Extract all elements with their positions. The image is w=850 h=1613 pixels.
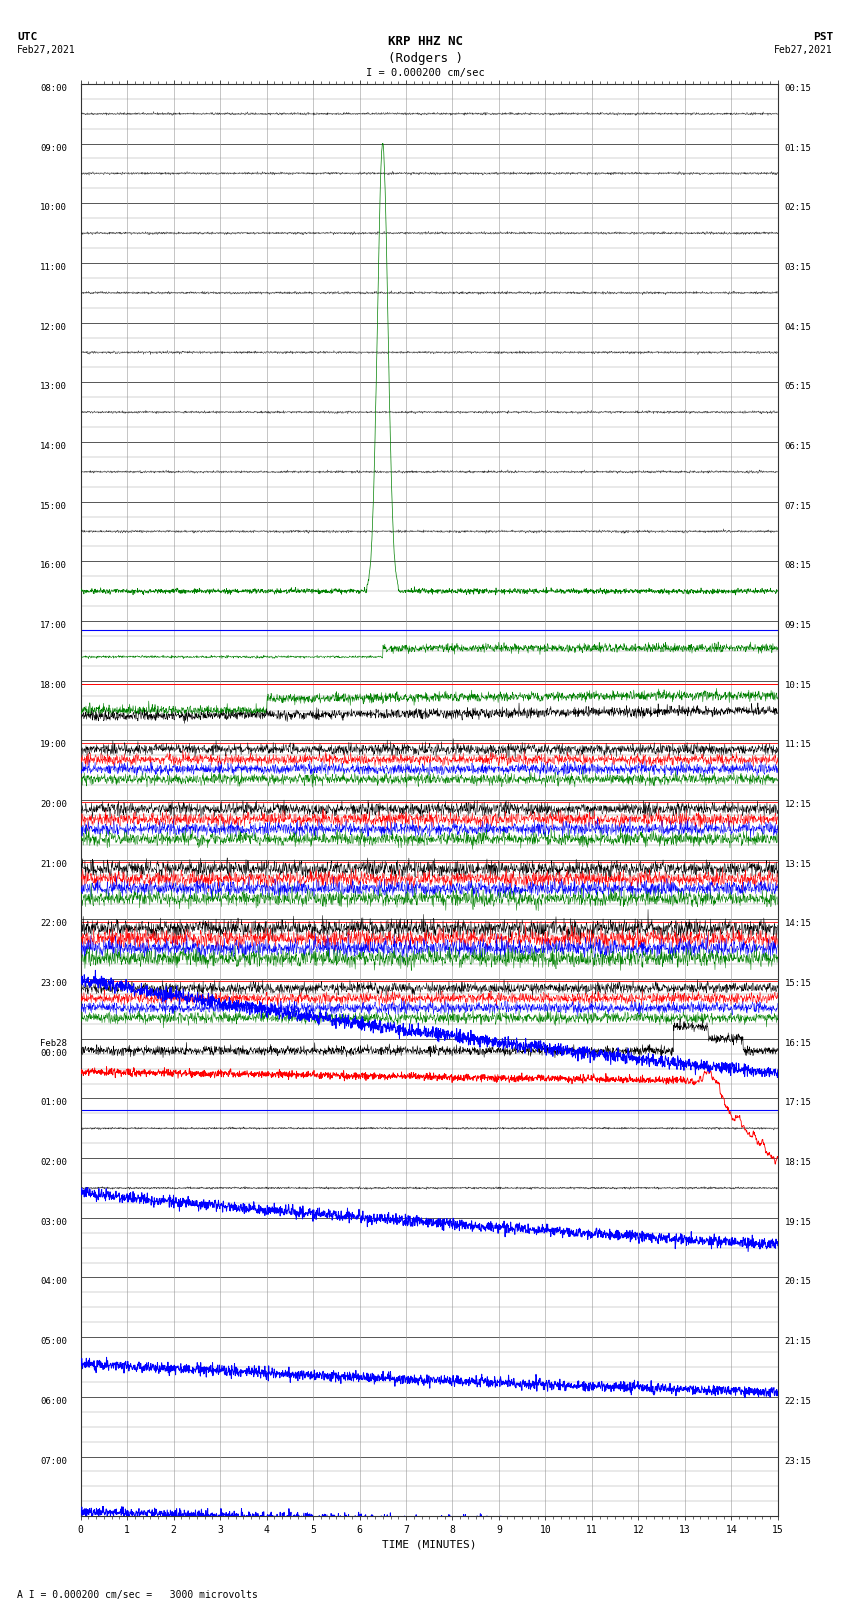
Text: 20:15: 20:15: [785, 1277, 812, 1287]
Text: 15:00: 15:00: [40, 502, 67, 511]
Text: Feb28
00:00: Feb28 00:00: [40, 1039, 67, 1058]
Text: 22:15: 22:15: [785, 1397, 812, 1407]
Text: 14:00: 14:00: [40, 442, 67, 452]
Text: 15:15: 15:15: [785, 979, 812, 989]
Text: 09:00: 09:00: [40, 144, 67, 153]
Text: 03:15: 03:15: [785, 263, 812, 273]
Text: 12:15: 12:15: [785, 800, 812, 810]
Text: 05:00: 05:00: [40, 1337, 67, 1347]
Text: 22:00: 22:00: [40, 919, 67, 929]
Text: UTC: UTC: [17, 32, 37, 42]
Text: 23:00: 23:00: [40, 979, 67, 989]
Text: 21:15: 21:15: [785, 1337, 812, 1347]
Text: (Rodgers ): (Rodgers ): [388, 52, 462, 65]
Text: 17:00: 17:00: [40, 621, 67, 631]
Text: 07:00: 07:00: [40, 1457, 67, 1466]
Text: 13:15: 13:15: [785, 860, 812, 869]
Text: 04:15: 04:15: [785, 323, 812, 332]
Text: 06:15: 06:15: [785, 442, 812, 452]
Text: KRP HHZ NC: KRP HHZ NC: [388, 35, 462, 48]
Text: Feb27,2021: Feb27,2021: [17, 45, 76, 55]
Text: 18:00: 18:00: [40, 681, 67, 690]
Text: 19:15: 19:15: [785, 1218, 812, 1227]
Text: PST: PST: [813, 32, 833, 42]
Text: 20:00: 20:00: [40, 800, 67, 810]
Text: 07:15: 07:15: [785, 502, 812, 511]
Text: 10:15: 10:15: [785, 681, 812, 690]
Text: I = 0.000200 cm/sec: I = 0.000200 cm/sec: [366, 68, 484, 77]
Text: A I = 0.000200 cm/sec =   3000 microvolts: A I = 0.000200 cm/sec = 3000 microvolts: [17, 1590, 258, 1600]
Text: 02:00: 02:00: [40, 1158, 67, 1168]
Text: 17:15: 17:15: [785, 1098, 812, 1108]
Text: 11:15: 11:15: [785, 740, 812, 750]
Text: 08:15: 08:15: [785, 561, 812, 571]
Text: 11:00: 11:00: [40, 263, 67, 273]
Text: 14:15: 14:15: [785, 919, 812, 929]
Text: Feb27,2021: Feb27,2021: [774, 45, 833, 55]
Text: 19:00: 19:00: [40, 740, 67, 750]
Text: 03:00: 03:00: [40, 1218, 67, 1227]
Text: 06:00: 06:00: [40, 1397, 67, 1407]
Text: 16:00: 16:00: [40, 561, 67, 571]
Text: 12:00: 12:00: [40, 323, 67, 332]
Text: 23:15: 23:15: [785, 1457, 812, 1466]
Text: 18:15: 18:15: [785, 1158, 812, 1168]
Text: 16:15: 16:15: [785, 1039, 812, 1048]
Text: 04:00: 04:00: [40, 1277, 67, 1287]
Text: 08:00: 08:00: [40, 84, 67, 94]
X-axis label: TIME (MINUTES): TIME (MINUTES): [382, 1539, 477, 1550]
Text: 13:00: 13:00: [40, 382, 67, 392]
Text: 10:00: 10:00: [40, 203, 67, 213]
Text: 05:15: 05:15: [785, 382, 812, 392]
Text: 02:15: 02:15: [785, 203, 812, 213]
Text: 09:15: 09:15: [785, 621, 812, 631]
Text: 01:15: 01:15: [785, 144, 812, 153]
Text: 21:00: 21:00: [40, 860, 67, 869]
Text: 01:00: 01:00: [40, 1098, 67, 1108]
Text: 00:15: 00:15: [785, 84, 812, 94]
